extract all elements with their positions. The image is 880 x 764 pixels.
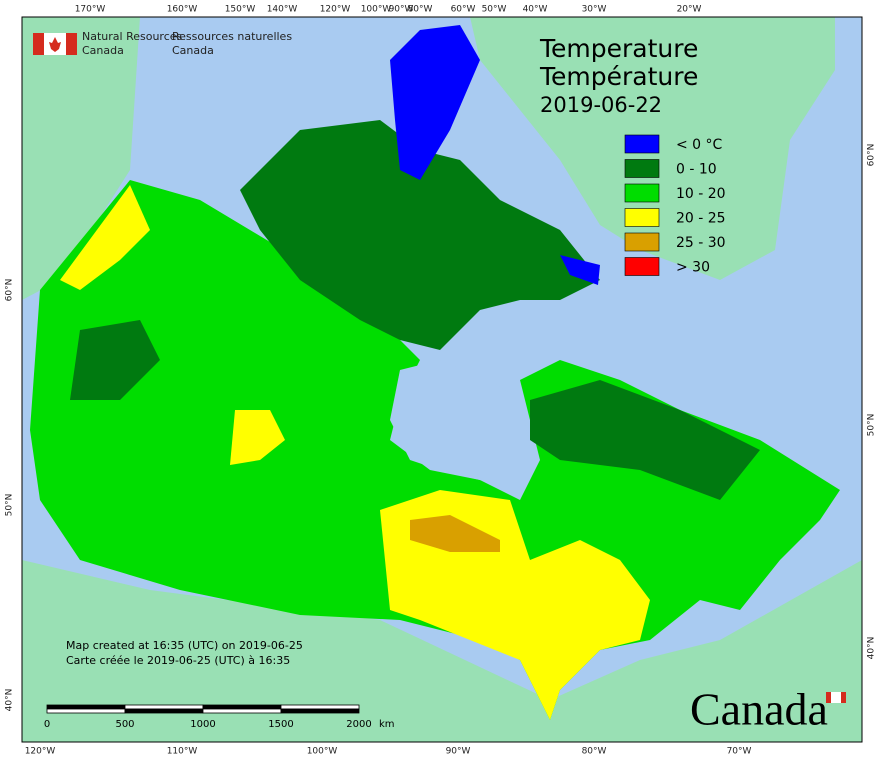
legend-label: 25 - 30 (676, 235, 726, 251)
scale-bar: 0 500 1000 1500 2000 km (44, 704, 395, 730)
lon-label: 70°W (727, 747, 752, 757)
map-frame (21, 16, 863, 743)
legend-label: 20 - 25 (676, 211, 726, 227)
zone (70, 320, 160, 400)
lon-label: 60°W (451, 5, 476, 15)
title: Température (539, 62, 698, 91)
lon-label: 90°W (446, 747, 471, 757)
wordmark: Canada (690, 684, 828, 735)
scale-segment (46, 704, 126, 710)
title: Temperature (539, 34, 698, 63)
lon-label: 110°W (167, 747, 198, 757)
lon-label: 140°W (267, 5, 298, 15)
date: 2019-06-22 (540, 93, 662, 117)
lat-label: 40°N (867, 637, 877, 660)
scale-label: 0 (44, 719, 50, 730)
lat-label: 60°N (867, 144, 877, 167)
flag (826, 692, 846, 703)
lat-label: 50°N (5, 494, 15, 517)
legend-swatch (624, 257, 660, 276)
scale-label: 1500 (268, 719, 293, 730)
lon-label: 120°W (25, 747, 56, 757)
lon-label: 80°W (582, 747, 607, 757)
scale-segment (202, 704, 282, 710)
lon-label: 150°W (225, 5, 256, 15)
graticule-labels: 170°W 160°W 150°W 140°W 120°W 100°W90°W80°W 60… (5, 5, 877, 757)
zone (410, 515, 500, 552)
maple-leaf (49, 37, 61, 52)
scale-label: 1000 (190, 719, 215, 730)
hudson-bay (390, 360, 530, 490)
scale-segment (124, 708, 204, 714)
flag-band (33, 33, 44, 55)
lon-label: 120°W (320, 5, 351, 15)
lat-label: 40°N (5, 689, 15, 712)
scale-segment (280, 704, 360, 710)
lon-label: 100°W (307, 747, 338, 757)
lon-label: 90°W (389, 5, 414, 15)
scale-segment (124, 704, 204, 710)
zone (240, 120, 600, 350)
agency-fr: Canada (172, 44, 214, 57)
nrcan-logo: Natural Resources Canada Ressources natu… (33, 30, 292, 57)
legend-label: 10 - 20 (676, 186, 726, 202)
legend-swatch (624, 183, 660, 203)
legend-swatch (624, 159, 660, 178)
legend-swatch (624, 208, 660, 227)
legend-swatch (624, 232, 660, 252)
lon-label: 50°W (482, 5, 507, 15)
scale-segment (280, 708, 360, 714)
canada-wordmark: Canada (690, 684, 846, 735)
lat-label: 50°N (867, 414, 877, 437)
agency-fr: Ressources naturelles (172, 30, 292, 43)
legend-label: 0 - 10 (676, 162, 717, 178)
scale-label: 2000 (346, 719, 371, 730)
zone (560, 255, 600, 285)
lon-label: 30°W (582, 5, 607, 15)
temperature-zones (30, 25, 840, 720)
flag-band (841, 692, 846, 703)
scale-segment (46, 708, 126, 714)
note: Map created at 16:35 (UTC) on 2019-06-25 (66, 639, 303, 652)
lon-label: 80°W (408, 5, 433, 15)
agency-en: Canada (82, 44, 124, 57)
zone (390, 25, 480, 180)
legend-swatch (624, 134, 660, 154)
legend-label: > 30 (676, 260, 710, 276)
scale-label: 500 (115, 719, 134, 730)
flag-band (66, 33, 77, 55)
lon-label: 160°W (167, 5, 198, 15)
lon-label: 20°W (677, 5, 702, 15)
lon-label: 170°W (75, 5, 106, 15)
flag-band (826, 692, 831, 703)
legend: < 0 °C 0 - 10 10 - 20 20 - 25 25 - 30 > 30 (624, 134, 726, 276)
scale-unit: km (379, 719, 395, 730)
zone (60, 185, 150, 290)
lat-label: 60°N (5, 279, 15, 302)
lon-label: 100°W (361, 5, 392, 15)
lon-label: 40°W (523, 5, 548, 15)
zone (230, 410, 285, 465)
zone (530, 380, 760, 500)
note: Carte créée le 2019-06-25 (UTC) à 16:35 (66, 654, 290, 667)
legend-label: < 0 °C (676, 137, 723, 153)
scale-segment (202, 708, 282, 714)
agency-en: Natural Resources (82, 30, 183, 43)
